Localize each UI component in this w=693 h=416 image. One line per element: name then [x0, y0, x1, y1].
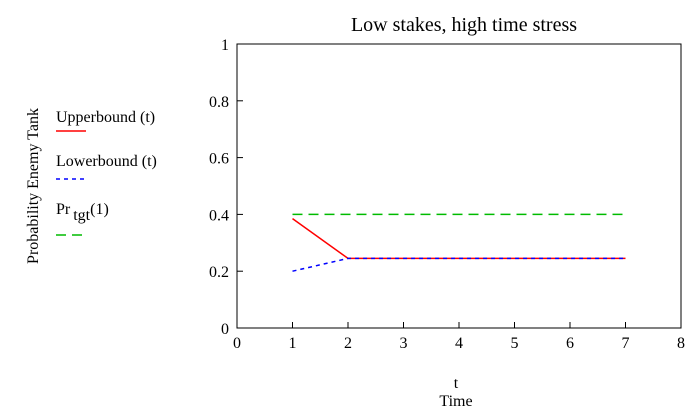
x-tick-label-4: 4	[455, 335, 463, 352]
y-axis-label: Probability Enemy Tank	[25, 108, 42, 264]
legend: Upperbound (t) Lowerbound (t) Pr tgt(1)	[56, 109, 157, 236]
x-tick-label-6: 6	[566, 335, 574, 352]
x-tick-label-2: 2	[344, 335, 352, 352]
x-axis-label: Time	[439, 393, 472, 410]
series-line-lowerbound	[292, 257, 626, 272]
plot-area: 0 1 2 3 4 5 6 7 8 0 0.2 0.4 0.6 0.8 1	[209, 37, 685, 352]
x-tick-label-1: 1	[289, 335, 297, 352]
series-line-upperbound	[292, 218, 626, 260]
legend-label-lowerbound: Lowerbound (t)	[56, 153, 157, 170]
legend-label-upperbound: Upperbound (t)	[56, 109, 155, 126]
chart-title: Low stakes, high time stress	[351, 14, 577, 36]
y-tick-label-5: 1	[221, 37, 229, 54]
legend-label-pr: Pr	[56, 201, 71, 218]
x-tick-label-5: 5	[511, 335, 519, 352]
y-tick-label-1: 0.2	[209, 264, 229, 281]
y-tick-label-4: 0.8	[209, 94, 229, 111]
x-tick-label-0: 0	[233, 335, 241, 352]
legend-label-pr-tgt: Pr tgt(1)	[56, 201, 109, 224]
legend-label-pr-suffix: (1)	[90, 201, 109, 218]
x-tick-label-7: 7	[622, 335, 630, 352]
y-tick-label-3: 0.6	[209, 151, 229, 168]
y-tick-label-2: 0.4	[209, 207, 229, 224]
plot-frame	[236, 43, 682, 329]
x-tick-label-3: 3	[400, 335, 408, 352]
y-tick-label-0: 0	[221, 321, 229, 338]
x-axis-variable: t	[454, 375, 459, 392]
legend-label-pr-subscript: tgt	[73, 207, 90, 224]
x-tick-label-8: 8	[677, 335, 685, 352]
